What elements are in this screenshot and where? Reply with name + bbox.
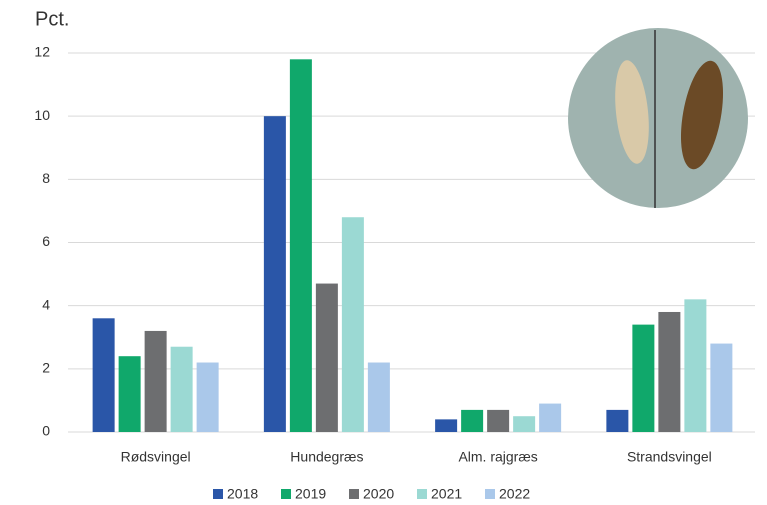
y-axis-label: Pct. — [35, 8, 69, 30]
legend-label: 2021 — [431, 486, 462, 502]
bar — [606, 409, 629, 432]
bar — [341, 217, 364, 432]
y-tick-label: 6 — [42, 233, 50, 249]
y-tick-label: 0 — [42, 423, 50, 439]
bar — [539, 403, 562, 432]
bar — [487, 409, 510, 432]
legend-swatch — [417, 489, 427, 499]
legend-swatch — [349, 489, 359, 499]
legend-swatch — [485, 489, 495, 499]
bar — [144, 330, 167, 432]
bar — [92, 318, 115, 432]
bar — [263, 116, 286, 433]
y-tick-label: 4 — [42, 296, 50, 312]
bar — [461, 409, 484, 432]
bar — [435, 419, 458, 432]
photo-seed — [615, 60, 649, 164]
photo — [568, 28, 748, 208]
bar — [367, 362, 390, 432]
legend-label: 2019 — [295, 486, 326, 502]
legend-label: 2020 — [363, 486, 394, 502]
legend-label: 2022 — [499, 486, 530, 502]
y-tick-label: 2 — [42, 360, 50, 376]
x-tick-label: Hundegræs — [290, 449, 363, 465]
bar — [684, 299, 707, 432]
legend-swatch — [213, 489, 223, 499]
bar — [170, 346, 193, 432]
legend-swatch — [281, 489, 291, 499]
y-tick-label: 12 — [34, 44, 50, 60]
bars — [92, 59, 733, 433]
x-tick-label: Rødsvingel — [121, 449, 191, 465]
bar — [658, 311, 681, 432]
bar — [710, 343, 733, 432]
legend-label: 2018 — [227, 486, 258, 502]
bar — [315, 283, 338, 432]
bar — [632, 324, 655, 432]
photo-circle — [568, 28, 748, 208]
y-tick-label: 8 — [42, 170, 50, 186]
photo-seed — [680, 60, 724, 170]
x-tick-label: Strandsvingel — [627, 449, 712, 465]
bar — [118, 356, 141, 432]
bar — [196, 362, 219, 432]
y-tick-label: 10 — [34, 107, 50, 123]
bar — [513, 416, 536, 432]
x-tick-label: Alm. rajgræs — [458, 449, 537, 465]
bar — [289, 59, 312, 433]
